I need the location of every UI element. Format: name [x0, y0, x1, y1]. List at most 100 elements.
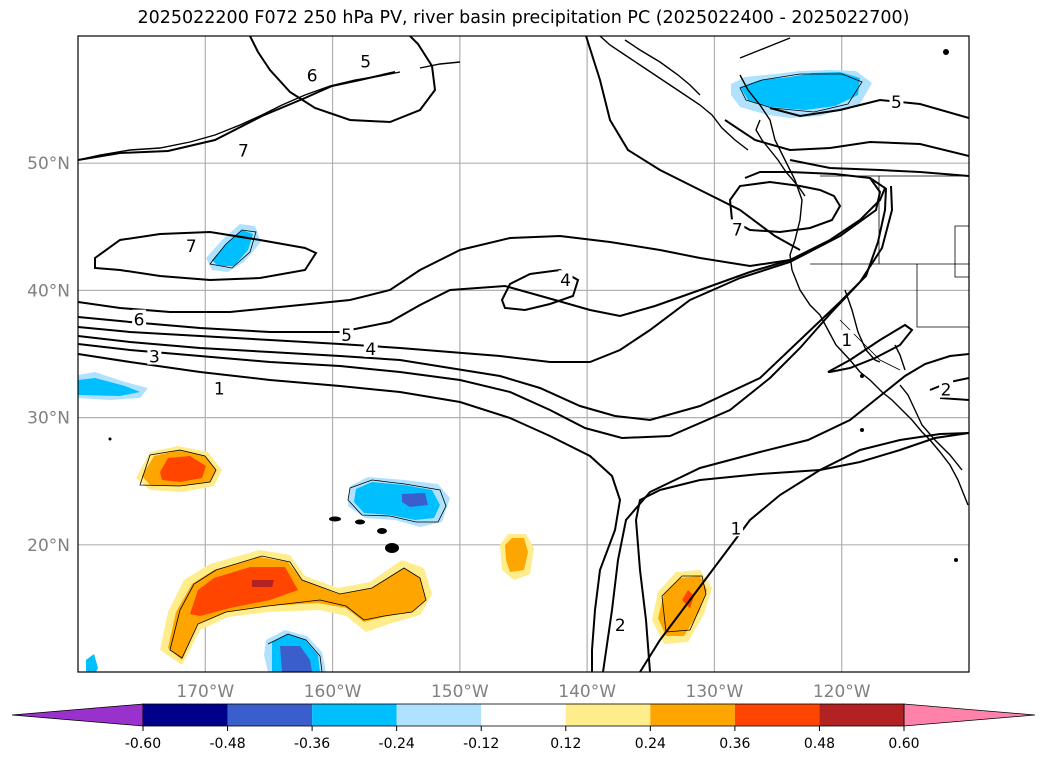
lat-label: 30°N: [27, 409, 70, 429]
colorbar-segments: [11, 703, 1036, 727]
precip-region-23n-peak: [402, 493, 428, 507]
colorbar-segment: [143, 704, 228, 726]
pv-label-halo: [212, 378, 227, 397]
pv-contour-label: 4: [365, 340, 376, 360]
pv-contour-label: 5: [360, 52, 371, 72]
lon-label: 140°W: [558, 682, 616, 702]
colorbar-segment: [481, 704, 566, 726]
pv-label-halo: [729, 518, 744, 537]
pv-contour-4: [78, 177, 882, 363]
pv-contour-label: 6: [134, 311, 145, 331]
pv-contour-7-east: [728, 180, 842, 234]
precip-region-23n-core: [354, 482, 440, 520]
precip-region-43n-core: [212, 230, 253, 266]
colorbar-tick-label: -0.36: [294, 736, 330, 752]
pv-label-halo: [730, 219, 745, 238]
pv-label-halo: [147, 346, 162, 365]
pv-contour-7-central: [94, 230, 318, 282]
colorbar-segment: [650, 704, 735, 726]
pv-contour-label: 7: [186, 237, 197, 257]
precip-pc-shading: [78, 70, 872, 672]
pv-contour-label: 2: [941, 381, 952, 401]
colorbar-extend-min: [11, 703, 144, 727]
pv-label-halo: [889, 92, 904, 111]
colorbar-tick-label: -0.12: [463, 736, 499, 752]
colorbar-segment: [734, 704, 820, 726]
lon-label: 150°W: [431, 682, 489, 702]
lon-label: 160°W: [304, 682, 362, 702]
pv-label-halo: [236, 140, 251, 159]
colorbar-tick-label: 0.60: [888, 736, 919, 752]
pv-label-halo: [939, 379, 954, 398]
pv-contour-7-north: [78, 71, 396, 161]
pv-contour-1-east: [602, 353, 969, 672]
pv-contour-6-cascadia: [585, 36, 801, 251]
precip-region-15n-core: [682, 590, 694, 608]
pv-contour-5: [78, 259, 791, 333]
precip-region-15n-mid: [658, 576, 707, 636]
pv-contour-label: 2: [615, 616, 626, 636]
axis-labels: 50°N 40°N 30°N 20°N 170°W 160°W 150°W 140°W 130°…: [27, 154, 871, 702]
colorbar-segment: [312, 704, 397, 726]
colorbar-tick-label: 0.48: [804, 736, 835, 752]
pv-label-halo: [839, 330, 854, 349]
pv-contour-5-east-2: [724, 119, 969, 157]
precip-region-26n-core: [160, 456, 206, 482]
colorbar: -0.60 -0.48 -0.36 -0.24 -0.12 0.12 0.24 0.36 0.4…: [11, 703, 1036, 752]
pv-contours: [78, 36, 969, 672]
precip-region-11n-peak: [280, 646, 312, 672]
precip-region-bc-coast-core: [740, 72, 860, 110]
pv-label-halo: [305, 65, 320, 84]
pv-contour-2-east-b: [939, 397, 969, 401]
colorbar-ticks: -0.60 -0.48 -0.36 -0.24 -0.12 0.12 0.24 0.36 0.4…: [125, 726, 920, 752]
lat-label: 40°N: [27, 281, 70, 301]
pv-label-halo: [613, 614, 628, 633]
colorbar-tick-label: -0.60: [125, 736, 161, 752]
colorbar-frame: [142, 703, 905, 727]
colorbar-tick-label: -0.48: [209, 736, 245, 752]
pv-contour-1: [78, 353, 622, 672]
pv-contour-4-closed: [500, 268, 580, 312]
pv-contour-label: 4: [560, 271, 571, 291]
islands: [108, 49, 958, 562]
lat-label: 20°N: [27, 536, 70, 556]
colorbar-segment: [227, 704, 313, 726]
pv-label-halo: [558, 270, 573, 289]
plot-title: 2025022200 F072 250 hPa PV, river basin …: [137, 8, 910, 28]
pv-contour-label: 1: [214, 379, 225, 399]
pv-contour-1-coast: [827, 323, 914, 373]
colorbar-tick-label: 0.12: [550, 736, 581, 752]
pv-contour-label: 3: [149, 348, 160, 368]
colorbar-segment: [565, 704, 651, 726]
lat-label: 50°N: [27, 154, 70, 174]
pv-label-halo: [363, 338, 378, 357]
map-frame: [77, 35, 970, 673]
pv-contour-3-inner: [78, 185, 894, 440]
pv-contour-label: 5: [341, 326, 352, 346]
pv-contour-5-east: [769, 98, 969, 119]
lon-label: 170°W: [176, 682, 234, 702]
pv-label-halo: [358, 51, 373, 70]
precip-region-19n-core: [505, 538, 528, 572]
pv-contour-5-east-3: [789, 159, 969, 177]
pv-contour-label: 7: [732, 220, 743, 240]
pv-contour-1-south: [639, 432, 969, 672]
lon-label: 130°W: [686, 682, 744, 702]
colorbar-tick-label: -0.24: [379, 736, 415, 752]
precip-region-sw-corner: [86, 654, 98, 672]
pv-label-halo: [184, 235, 199, 254]
pv-contour-label: 5: [891, 93, 902, 113]
colorbar-extend-max: [903, 703, 1036, 727]
precip-region-hawaii-band-core: [190, 567, 298, 616]
pv-contour-label: 1: [731, 519, 742, 539]
precip-region-hawaii-band-peak: [252, 580, 274, 587]
precip-region-32n-core: [78, 378, 140, 396]
colorbar-segment: [396, 704, 482, 726]
pv-label-halo: [339, 324, 354, 343]
lon-label: 120°W: [813, 682, 871, 702]
pv-contour-label: 7: [238, 141, 249, 161]
pv-contour-label: 6: [307, 66, 318, 86]
borders: [810, 175, 969, 371]
